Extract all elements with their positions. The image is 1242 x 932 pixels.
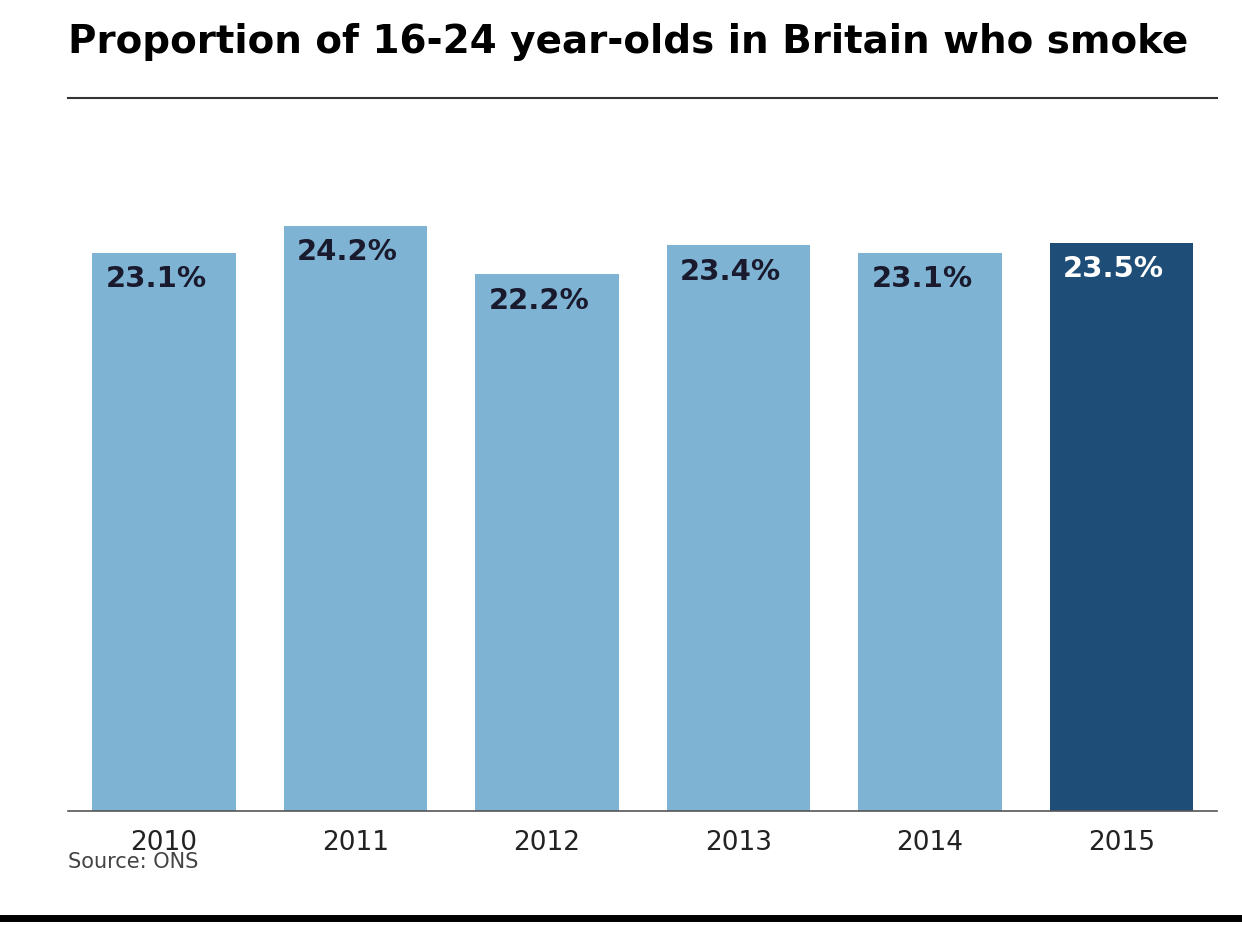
- Bar: [92, 253, 236, 811]
- Text: Source: ONS: Source: ONS: [68, 852, 199, 872]
- Bar: [1049, 243, 1194, 811]
- Text: 23.5%: 23.5%: [1063, 255, 1164, 283]
- Bar: [476, 274, 619, 811]
- Text: PA: PA: [1133, 858, 1180, 892]
- Text: 22.2%: 22.2%: [488, 286, 590, 314]
- Text: 23.1%: 23.1%: [106, 265, 206, 293]
- Bar: [283, 226, 427, 811]
- Text: 23.1%: 23.1%: [872, 265, 972, 293]
- Bar: [858, 253, 1002, 811]
- Bar: [667, 245, 810, 811]
- Text: 23.4%: 23.4%: [681, 257, 781, 285]
- Text: Proportion of 16-24 year-olds in Britain who smoke: Proportion of 16-24 year-olds in Britain…: [68, 23, 1189, 62]
- Text: 24.2%: 24.2%: [297, 239, 397, 267]
